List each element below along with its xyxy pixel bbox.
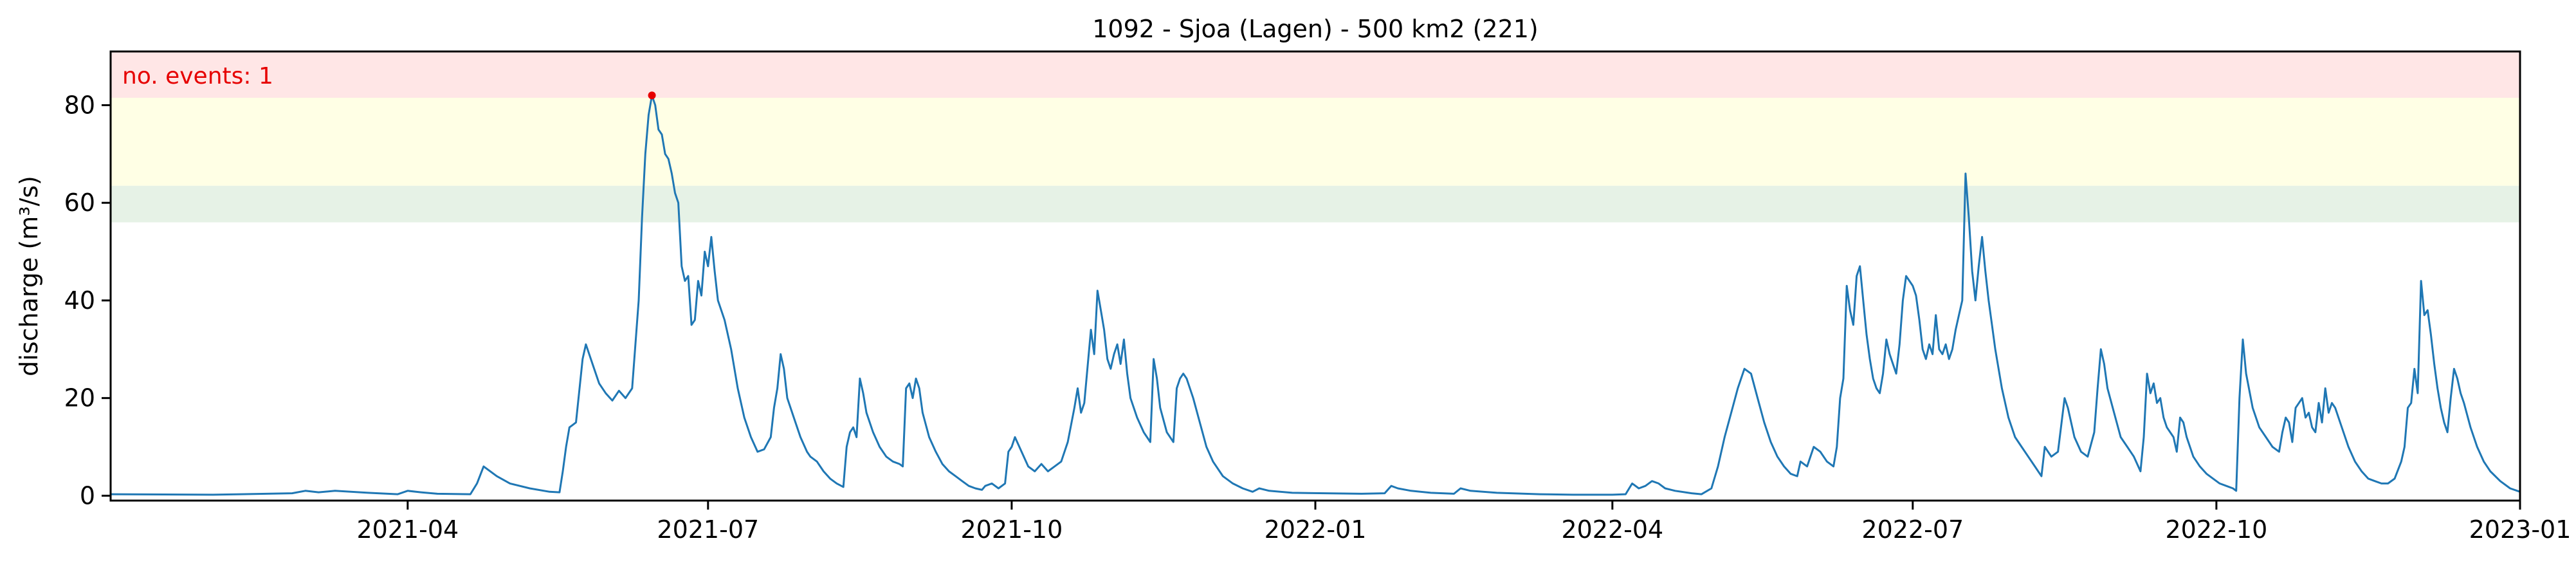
x-tick-label: 2021-07 bbox=[657, 515, 759, 544]
y-tick-label: 0 bbox=[80, 481, 95, 510]
x-tick-label: 2022-04 bbox=[1561, 515, 1663, 544]
series-layer bbox=[110, 94, 2521, 496]
x-tick-label: 2022-10 bbox=[2166, 515, 2268, 544]
threshold-band-1 bbox=[111, 185, 2520, 223]
x-tick-label: 2021-10 bbox=[961, 515, 1063, 544]
y-axis-label: discharge (m³/s) bbox=[15, 176, 43, 376]
y-tick-label: 60 bbox=[64, 189, 95, 217]
event-count-annotation: no. events: 1 bbox=[122, 63, 273, 89]
y-tick-label: 40 bbox=[64, 286, 95, 315]
x-tick-label: 2022-01 bbox=[1265, 515, 1367, 544]
threshold-band-2 bbox=[111, 98, 2520, 186]
y-tick-label: 80 bbox=[64, 91, 95, 119]
y-axis-ticks: 0 20 40 60 80 bbox=[64, 91, 111, 510]
x-tick-label: 2021-04 bbox=[356, 515, 459, 544]
x-tick-label: 2023-01 bbox=[2469, 515, 2571, 544]
x-tick-label: 2022-07 bbox=[1861, 515, 1964, 544]
event-markers bbox=[648, 91, 656, 100]
x-axis-ticks: 2021-04 2021-07 2021-10 2022-01 2022-04 2022-… bbox=[356, 501, 2571, 544]
event-marker-1 bbox=[648, 91, 656, 100]
threshold-bands bbox=[111, 51, 2520, 223]
series-line-1 bbox=[110, 94, 2521, 496]
chart-title: 1092 - Sjoa (Lagen) - 500 km2 (221) bbox=[1092, 15, 1539, 43]
threshold-band-3 bbox=[111, 51, 2520, 98]
y-tick-label: 20 bbox=[64, 384, 95, 412]
